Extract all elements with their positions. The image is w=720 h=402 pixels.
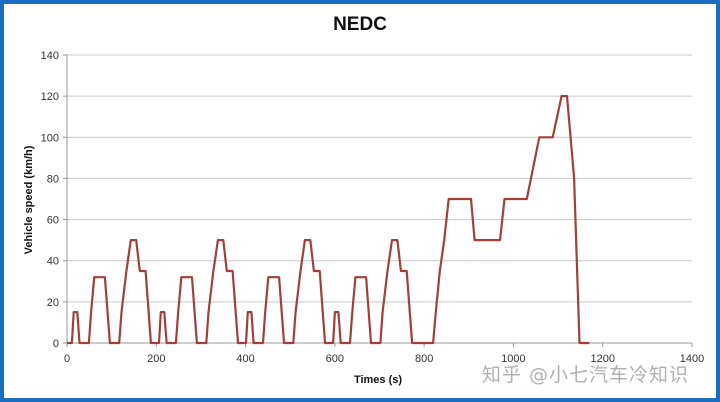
y-tick-label: 120 [41, 91, 59, 103]
y-tick-label: 100 [41, 132, 59, 144]
axes [63, 54, 693, 347]
x-tick-label: 400 [236, 353, 254, 365]
y-tick-label: 20 [47, 297, 59, 309]
x-tick-label: 200 [147, 353, 165, 365]
gridlines [67, 54, 692, 303]
x-tick-label: 800 [415, 353, 433, 365]
x-tick-label: 1000 [501, 353, 525, 365]
watermark: 知乎 @小七汽车冷知识 [482, 364, 690, 386]
x-tick-label: 1400 [680, 353, 704, 365]
speed-series-line [67, 95, 590, 345]
y-tick-label: 0 [53, 338, 59, 350]
x-tick-label: 600 [326, 353, 344, 365]
y-axis-label: Vehicle speed (km/h) [23, 145, 35, 254]
y-tick-label: 60 [47, 215, 59, 227]
chart-title: NEDC [333, 14, 387, 35]
y-tick-labels: 0 20 40 60 80 100 120 140 [41, 50, 59, 350]
y-tick-label: 40 [47, 256, 59, 268]
y-tick-label: 140 [41, 50, 59, 62]
x-axis-label: Times (s) [354, 374, 402, 386]
x-tick-label: 0 [64, 353, 70, 365]
y-tick-label: 80 [47, 173, 59, 185]
x-tick-label: 1200 [590, 353, 614, 365]
x-tick-labels: 0 200 400 600 800 1000 1200 1400 [64, 353, 704, 365]
